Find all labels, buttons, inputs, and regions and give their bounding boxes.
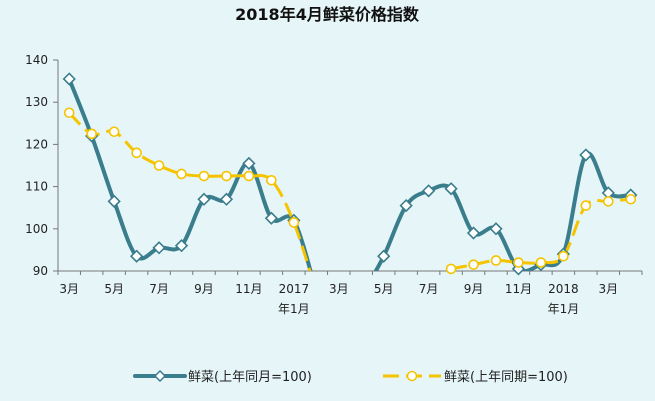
legend-marker-series-2: [406, 370, 418, 382]
x-tick-label: 9月: [194, 282, 214, 296]
series-1-point: [107, 194, 121, 209]
legend: 鲜菜(上年同月=100) 鲜菜(上年同期=100): [133, 369, 568, 385]
y-tick-label: 120: [25, 137, 48, 151]
series-1-line: [67, 77, 313, 271]
series-1-point: [377, 249, 391, 263]
chart-title: 2018年4月鲜菜价格指数: [235, 5, 420, 24]
series-2-line: [68, 111, 312, 271]
x-tick-label: 3月: [59, 282, 79, 296]
series-2-point: [535, 257, 547, 268]
series-1-point: [62, 72, 76, 86]
x-tick-sublabel: 年1月: [548, 302, 580, 316]
series-1-point: [466, 226, 481, 240]
series-2-point: [445, 263, 457, 275]
series-2-point: [108, 126, 120, 138]
series-2-point: [513, 257, 524, 268]
series-2-point: [266, 174, 277, 186]
marker-layer: [62, 72, 638, 276]
x-tick-label: 3月: [598, 282, 618, 296]
series-1-point: [219, 192, 234, 206]
series-2-point: [86, 128, 97, 140]
series-1-point: [444, 182, 458, 196]
series-2-point: [131, 147, 142, 159]
series-1-point: [242, 156, 256, 171]
y-tick-label: 140: [25, 53, 48, 67]
series-2-line: [450, 197, 631, 271]
series-2-point: [625, 193, 637, 205]
series-2-point: [243, 170, 255, 182]
series-2-point: [468, 259, 479, 270]
series-2-point: [198, 170, 210, 182]
series-2-point: [176, 168, 187, 180]
series-2-point: [63, 107, 75, 119]
axes: 90 100 110 120 130 140 3月 5月 7月 9月 11月 2017 年1月 3月 5月 7…: [25, 53, 643, 316]
series-1-point: [264, 211, 279, 225]
x-tick-label: 5月: [104, 282, 124, 296]
series-2-point: [603, 196, 614, 207]
x-tick-sublabel: 年1月: [278, 302, 310, 316]
legend-label-series-2: 鲜菜(上年同期=100): [444, 370, 568, 385]
series-1-point: [129, 249, 144, 263]
series-1-point: [197, 192, 211, 206]
y-tick-label: 100: [25, 222, 48, 236]
series-2-point: [490, 255, 502, 266]
x-tick-label: 2018: [548, 282, 579, 296]
series-1-point: [489, 222, 503, 236]
series-1-point: [579, 148, 593, 162]
x-tick-label: 7月: [149, 282, 169, 296]
series-2-point: [288, 217, 300, 228]
series-1-point: [421, 184, 436, 198]
x-tick-label: 11月: [235, 282, 262, 296]
y-tick-label: 130: [25, 95, 48, 109]
x-tick-label: 7月: [419, 282, 439, 296]
x-tick-label: 9月: [464, 282, 484, 296]
x-tick-label: 2017: [279, 282, 310, 296]
x-tick-label: 11月: [505, 282, 532, 296]
series-1-point: [399, 198, 413, 213]
x-tick-label: 5月: [374, 282, 394, 296]
series-2-point: [221, 170, 232, 182]
series-1-point: [174, 239, 189, 253]
y-tick-label: 110: [25, 180, 48, 194]
x-tick-label: 3月: [329, 282, 349, 296]
series-2-point: [153, 160, 165, 171]
series-2-point: [580, 200, 592, 211]
series-2-point: [558, 250, 569, 262]
series-1-point: [152, 241, 166, 255]
legend-label-series-1: 鲜菜(上年同月=100): [188, 370, 312, 385]
y-tick-label: 90: [33, 264, 48, 278]
legend-marker-series-1: [153, 369, 167, 383]
